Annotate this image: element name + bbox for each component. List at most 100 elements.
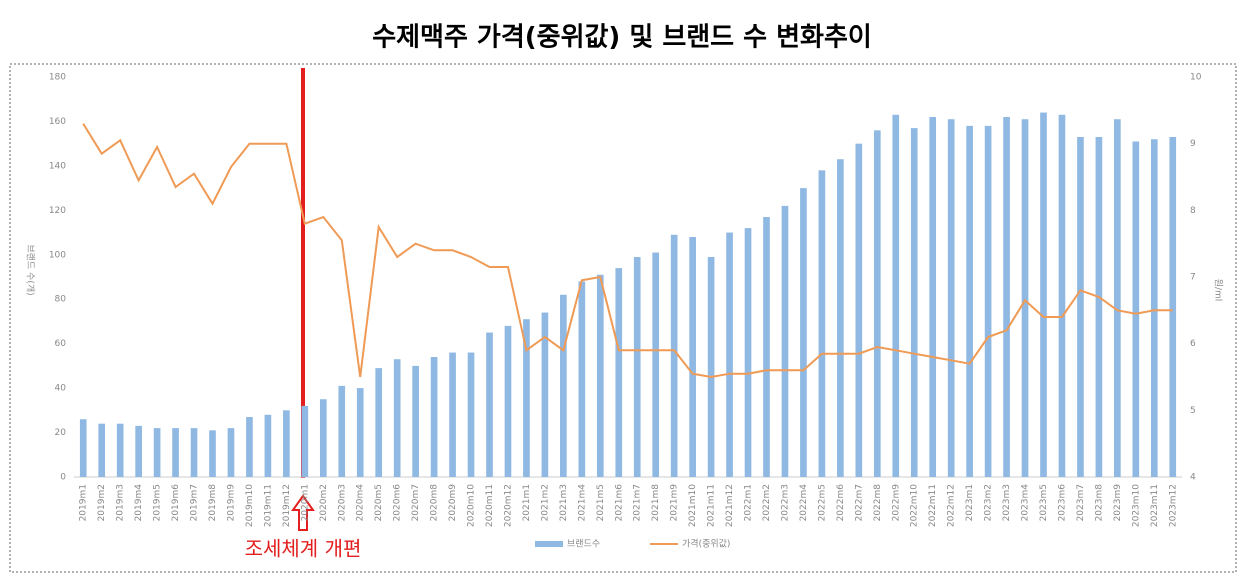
bar (375, 368, 383, 477)
bar (541, 312, 549, 477)
bar (781, 205, 789, 477)
x-tick-label: 2022m12 (947, 484, 957, 527)
bar (689, 237, 696, 477)
x-tick-label: 2019m3 (116, 484, 126, 521)
bar (1114, 119, 1121, 477)
bar (1095, 137, 1103, 477)
y2-tick-label: 5 (1190, 406, 1196, 416)
x-tick-label: 2020m1 (300, 484, 310, 521)
legend-label: 브랜드수 (567, 539, 600, 550)
x-tick-label: 2021m6 (614, 484, 624, 522)
bar (560, 294, 567, 477)
bar (190, 428, 198, 477)
x-tick-label: 2021m1 (522, 484, 532, 521)
event-arrow (291, 494, 315, 531)
x-tick-label: 2020m6 (393, 484, 403, 522)
x-tick-label: 2023m2 (984, 484, 994, 521)
x-tick-label: 2021m5 (596, 484, 606, 521)
x-tick-label: 2022m4 (799, 484, 809, 522)
y-tick-label: 60 (55, 339, 67, 349)
bar (652, 252, 660, 477)
bar (79, 419, 87, 477)
bar (1003, 117, 1010, 477)
y-tick-label: 20 (55, 428, 67, 438)
x-tick-label: 2020m7 (411, 484, 421, 521)
x-tick-label: 2022m6 (836, 484, 846, 522)
bar (855, 143, 863, 477)
bar (892, 114, 900, 478)
bar (209, 430, 216, 477)
x-tick-label: 2020m3 (337, 484, 347, 521)
bar (873, 130, 881, 478)
bar (283, 410, 290, 477)
bar (1132, 141, 1140, 477)
legend-label: 가격(중위값) (682, 538, 730, 550)
bar (135, 425, 142, 477)
bar (430, 357, 438, 477)
bar (319, 399, 327, 477)
x-tick-label: 2020m9 (448, 484, 458, 522)
x-tick-label: 2022m5 (817, 484, 827, 521)
bar (98, 423, 106, 477)
chart-title: 수제맥주 가격(중위값) 및 브랜드 수 변화추이 (372, 23, 872, 53)
bar (837, 159, 844, 477)
x-tick-label: 2020m2 (319, 484, 329, 521)
bar (301, 405, 309, 477)
x-tick-label: 2022m11 (928, 484, 938, 527)
x-tick-label: 2021m3 (559, 484, 569, 521)
bar (670, 234, 678, 477)
x-tick-label: 2019m2 (97, 484, 107, 521)
x-tick-label: 2023m8 (1094, 484, 1104, 522)
x-tick-label: 2019m12 (282, 484, 292, 527)
bar (264, 414, 272, 477)
bar (984, 125, 992, 477)
y-tick-label: 0 (60, 473, 66, 483)
x-tick-label: 2019m1 (79, 484, 89, 521)
y-tick-label: 140 (49, 161, 66, 171)
bar (412, 365, 419, 477)
y2-tick-label: 4 (1190, 473, 1196, 483)
y2-tick-label: 10 (1190, 73, 1202, 83)
x-tick-label: 2022m1 (744, 484, 754, 521)
bar (929, 117, 937, 477)
x-tick-label: 2022m8 (873, 484, 883, 522)
x-tick-label: 2022m2 (762, 484, 772, 521)
x-tick-label: 2022m10 (910, 484, 920, 527)
x-tick-label: 2019m10 (245, 484, 255, 527)
x-tick-label: 2020m11 (485, 484, 495, 527)
bar (966, 125, 973, 477)
bar (1150, 139, 1158, 477)
bar (947, 119, 955, 477)
bar (467, 352, 475, 477)
bar (227, 428, 235, 477)
x-tick-label: 2019m8 (208, 484, 218, 522)
bar (1040, 112, 1047, 478)
x-tick-label: 2020m12 (503, 484, 513, 527)
y-tick-label: 160 (49, 117, 66, 127)
bar (744, 228, 752, 477)
x-tick-label: 2023m12 (1168, 484, 1178, 527)
bar (726, 232, 733, 477)
y-tick-label: 180 (49, 73, 66, 83)
bar (800, 188, 807, 477)
y2-tick-label: 6 (1190, 339, 1196, 349)
bar (504, 325, 512, 477)
bar (1169, 137, 1177, 477)
x-tick-label: 2022m9 (891, 484, 901, 522)
x-tick-label: 2021m8 (651, 484, 661, 522)
bar (116, 423, 124, 477)
y-tick-label: 40 (55, 384, 67, 394)
x-tick-label: 2022m7 (854, 484, 864, 521)
x-tick-label: 2023m10 (1131, 484, 1141, 527)
x-tick-label: 2019m11 (263, 484, 273, 527)
bar (393, 359, 401, 477)
x-tick-label: 2019m5 (153, 484, 163, 521)
bar (356, 388, 364, 477)
x-tick-label: 2021m2 (540, 484, 550, 521)
x-tick-label: 2020m4 (356, 484, 366, 522)
y-tick-label: 80 (55, 295, 67, 305)
bar (707, 257, 715, 477)
bar (523, 319, 530, 477)
bar (1077, 137, 1084, 477)
